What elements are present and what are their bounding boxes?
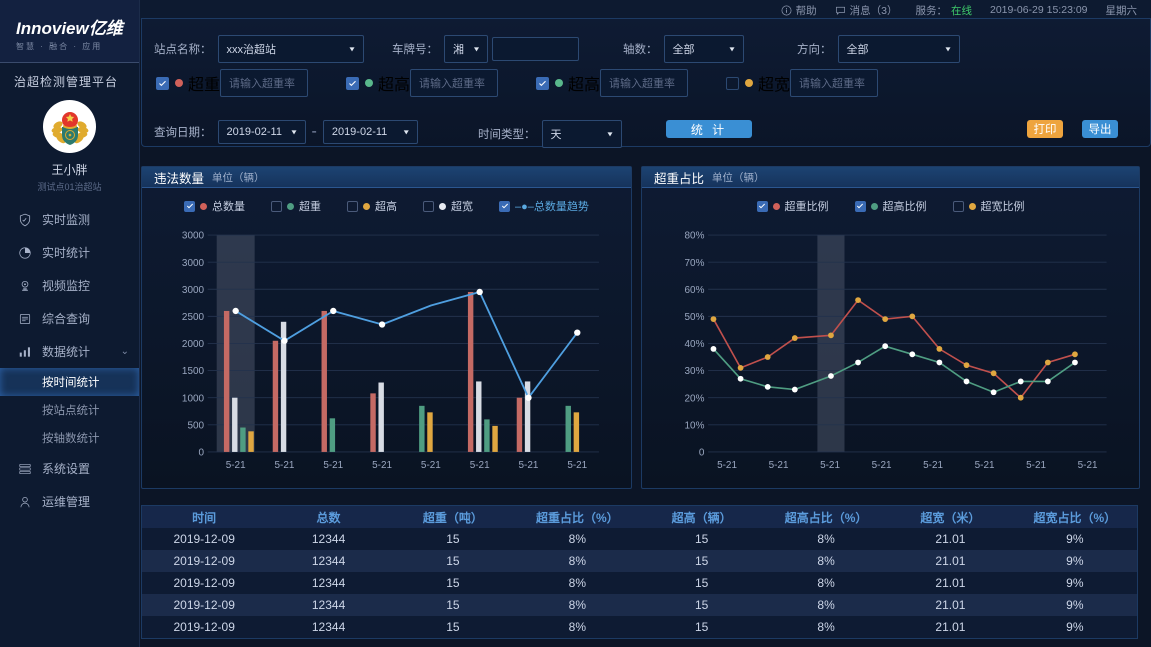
svg-text:500: 500 (187, 420, 204, 431)
svg-text:0: 0 (699, 448, 705, 459)
svg-text:0: 0 (199, 448, 205, 459)
svg-text:5-21: 5-21 (717, 460, 737, 470)
svg-text:1500: 1500 (182, 366, 205, 377)
svg-text:5-21: 5-21 (372, 460, 392, 470)
svg-text:40%: 40% (685, 339, 705, 350)
svg-text:5-21: 5-21 (923, 460, 943, 470)
svg-text:20%: 20% (685, 393, 705, 404)
svg-text:30%: 30% (685, 366, 705, 377)
svg-text:2000: 2000 (182, 339, 205, 350)
svg-text:10%: 10% (685, 420, 705, 431)
svg-text:5-21: 5-21 (226, 460, 246, 470)
svg-text:70%: 70% (685, 258, 705, 269)
svg-text:5-21: 5-21 (421, 460, 441, 470)
svg-text:5-21: 5-21 (872, 460, 892, 470)
svg-text:5-21: 5-21 (975, 460, 995, 470)
svg-text:5-21: 5-21 (323, 460, 343, 470)
svg-text:5-21: 5-21 (1026, 460, 1046, 470)
svg-text:2500: 2500 (182, 312, 205, 323)
svg-text:3000: 3000 (182, 258, 205, 269)
svg-text:80%: 80% (685, 231, 705, 242)
svg-text:5-21: 5-21 (519, 460, 539, 470)
svg-text:5-21: 5-21 (769, 460, 789, 470)
svg-text:3000: 3000 (182, 231, 205, 242)
svg-text:5-21: 5-21 (820, 460, 840, 470)
svg-text:50%: 50% (685, 312, 705, 323)
svg-text:60%: 60% (685, 285, 705, 296)
svg-text:3000: 3000 (182, 285, 205, 296)
svg-text:5-21: 5-21 (470, 460, 490, 470)
svg-text:1000: 1000 (182, 393, 205, 404)
svg-text:5-21: 5-21 (1078, 460, 1098, 470)
svg-text:5-21: 5-21 (275, 460, 295, 470)
svg-text:5-21: 5-21 (567, 460, 587, 470)
